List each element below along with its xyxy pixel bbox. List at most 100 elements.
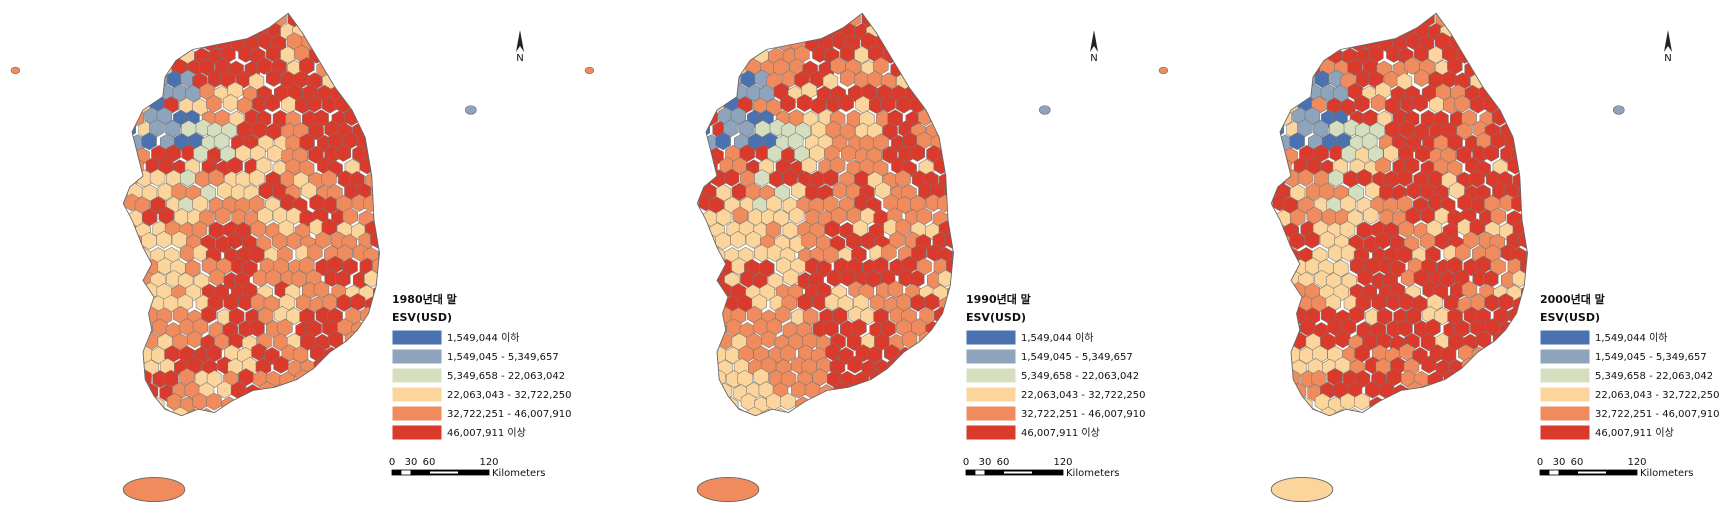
- region: [960, 110, 975, 127]
- region: [378, 95, 380, 113]
- region: [845, 407, 861, 416]
- region: [812, 45, 828, 63]
- region: [265, 392, 281, 411]
- region: [1461, 382, 1478, 400]
- region: [1271, 407, 1280, 416]
- region: [1362, 206, 1379, 225]
- region: [1291, 60, 1307, 79]
- region: [1271, 109, 1279, 128]
- region: [1506, 59, 1522, 78]
- region: [1483, 144, 1500, 162]
- region: [149, 119, 165, 137]
- region: [1298, 44, 1315, 63]
- legend-swatch: [391, 386, 443, 403]
- region: [923, 20, 940, 39]
- region: [810, 96, 827, 115]
- region: [902, 357, 918, 376]
- region: [1469, 169, 1485, 188]
- region: [924, 394, 941, 412]
- region: [206, 0, 221, 12]
- region: [1456, 145, 1472, 164]
- region: [952, 220, 954, 239]
- region: [123, 132, 131, 151]
- region: [141, 208, 158, 227]
- regions: [697, 13, 977, 416]
- region: [1521, 107, 1528, 126]
- region: [328, 357, 344, 376]
- region: [1272, 321, 1288, 340]
- region: [916, 380, 932, 399]
- legend-swatch: [1539, 405, 1591, 422]
- region: [918, 33, 934, 52]
- region: [220, 13, 237, 16]
- region: [123, 71, 139, 90]
- region: [955, 171, 970, 188]
- region: [156, 407, 172, 416]
- region: [1461, 280, 1478, 299]
- region: [1489, 13, 1506, 26]
- region: [697, 307, 703, 326]
- region: [703, 81, 719, 100]
- region: [170, 13, 186, 29]
- map-panel: N 2000년대 말 ESV(USD) 1,549,044 이하 1,549,045 -…: [1158, 12, 1719, 503]
- region: [1447, 13, 1463, 29]
- region: [875, 406, 891, 416]
- region: [934, 306, 950, 325]
- region: [730, 407, 746, 416]
- region: [127, 35, 144, 54]
- region: [1505, 83, 1521, 102]
- legend-swatch: [391, 348, 443, 365]
- region: [143, 60, 159, 79]
- region: [789, 13, 805, 29]
- region: [959, 186, 974, 203]
- region: [249, 393, 266, 412]
- region: [286, 380, 302, 398]
- region: [305, 20, 322, 39]
- region: [788, 408, 805, 416]
- region: [924, 370, 940, 389]
- region: [1491, 83, 1507, 102]
- region: [236, 96, 253, 115]
- region: [895, 20, 911, 39]
- region: [389, 8, 404, 25]
- region: [701, 359, 717, 378]
- region: [150, 13, 167, 16]
- legend-swatch: [1539, 424, 1591, 441]
- region: [875, 181, 891, 200]
- region: [358, 59, 374, 78]
- region: [173, 35, 189, 54]
- region: [385, 186, 400, 203]
- region: [349, 20, 366, 39]
- region: [952, 244, 954, 263]
- region: [335, 44, 352, 63]
- region: [962, 157, 977, 174]
- region: [314, 406, 331, 416]
- region: [1505, 405, 1521, 416]
- region: [227, 231, 243, 250]
- region: [1429, 394, 1445, 413]
- jeju: [1270, 476, 1334, 503]
- region: [697, 172, 699, 190]
- region: [292, 13, 308, 16]
- region: [1271, 332, 1278, 351]
- region: [732, 156, 748, 175]
- region: [931, 405, 947, 416]
- region: [1271, 344, 1288, 363]
- region: [322, 394, 339, 413]
- region: [739, 21, 755, 40]
- region: [697, 209, 704, 228]
- scale-bar: [410, 469, 430, 476]
- region: [1390, 406, 1407, 416]
- region: [267, 0, 282, 12]
- region: [1271, 121, 1273, 139]
- region: [148, 22, 165, 40]
- region: [123, 293, 124, 312]
- region: [1508, 306, 1524, 325]
- region: [917, 83, 933, 102]
- region: [796, 94, 813, 112]
- region: [1498, 344, 1514, 363]
- region: [945, 380, 954, 399]
- region: [387, 61, 402, 78]
- region: [313, 382, 330, 400]
- region: [697, 109, 705, 128]
